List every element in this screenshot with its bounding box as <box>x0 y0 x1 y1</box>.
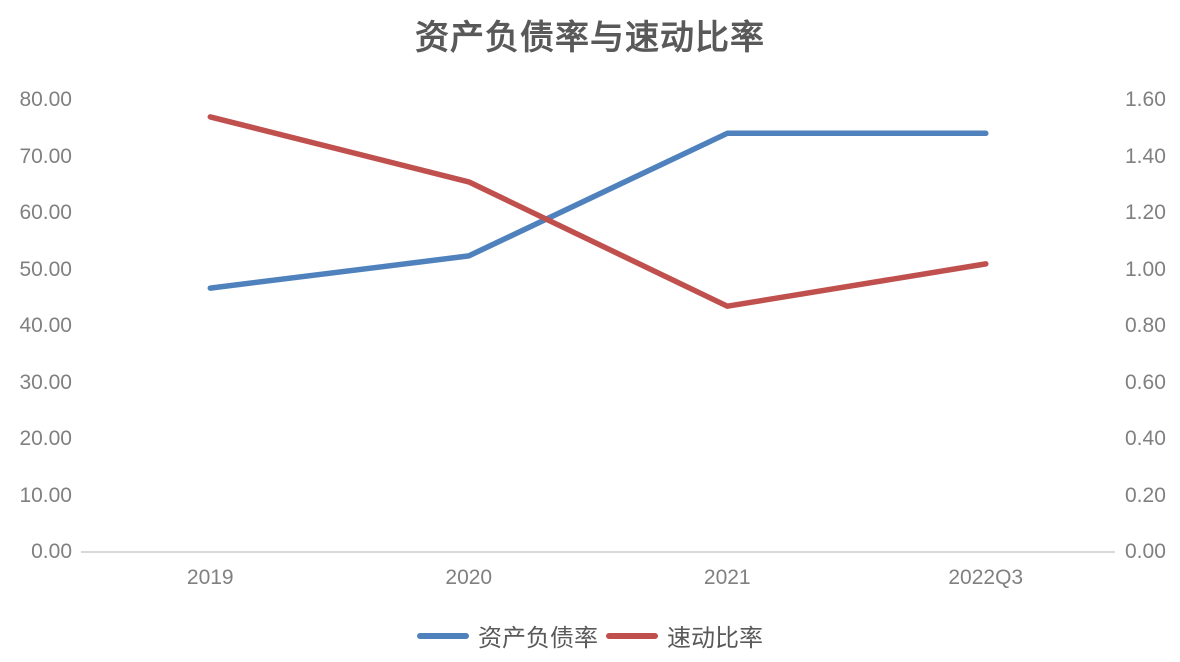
y-tick-label: 40.00 <box>19 314 72 337</box>
y-tick-label: 20.00 <box>19 427 72 450</box>
y-tick-label: 10.00 <box>19 483 72 507</box>
legend-item-quick-ratio: 速动比率 <box>606 618 763 653</box>
y-tick-label: 0.20 <box>1125 483 1166 507</box>
y-tick-label: 80.00 <box>19 88 72 111</box>
y-tick-label: 1.60 <box>1125 88 1166 111</box>
y-tick-label: 0.00 <box>31 540 72 563</box>
x-tick-label: 2019 <box>186 566 234 589</box>
series-line-1 <box>207 114 989 309</box>
y-tick-label: 0.00 <box>1125 540 1166 563</box>
chart-title: 资产负债率与速动比率 <box>415 20 765 57</box>
legend-item-debt-ratio: 资产负债率 <box>417 618 598 653</box>
x-tick-label: 2021 <box>703 566 751 589</box>
y-tick-label: 50.00 <box>19 257 72 281</box>
y-tick-label: 60.00 <box>19 201 72 224</box>
legend-line-swatch-blue <box>417 632 469 639</box>
y-tick-label: 0.80 <box>1125 314 1166 337</box>
x-tick-label: 2020 <box>445 566 493 589</box>
y-tick-label: 1.40 <box>1125 144 1166 168</box>
y-tick-label: 1.20 <box>1125 201 1166 224</box>
y-tick-label: 1.00 <box>1125 257 1166 281</box>
legend: 资产负债率 速动比率 <box>0 618 1180 653</box>
y-tick-label: 70.00 <box>19 144 72 168</box>
legend-label-debt-ratio: 资产负债率 <box>478 626 598 652</box>
y-tick-label: 0.60 <box>1125 370 1166 394</box>
x-axis-line <box>81 551 1115 553</box>
y-tick-label: 0.40 <box>1125 427 1166 450</box>
legend-label-quick-ratio: 速动比率 <box>667 626 763 652</box>
y-tick-label: 30.00 <box>19 370 72 394</box>
series-line-0 <box>207 130 989 291</box>
legend-line-swatch-red <box>606 632 658 639</box>
x-tick-label: 2022Q3 <box>948 566 1024 589</box>
